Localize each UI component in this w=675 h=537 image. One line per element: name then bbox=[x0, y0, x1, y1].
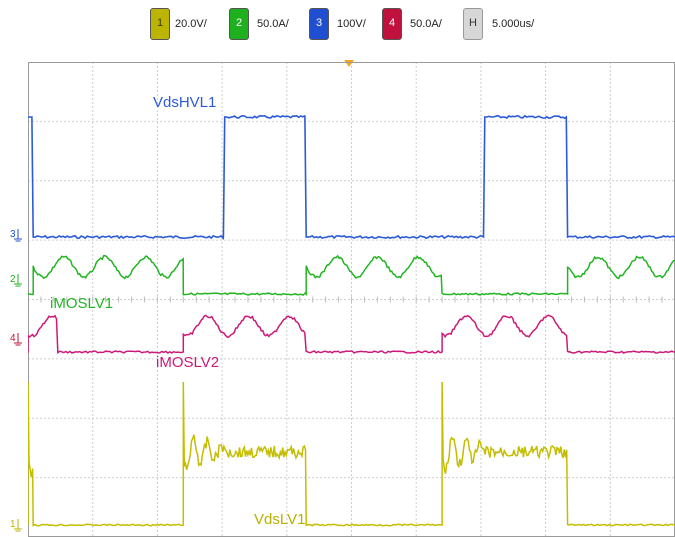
ground-icon bbox=[14, 519, 22, 532]
trace-vdslv1 bbox=[28, 381, 675, 527]
timebase-label: H bbox=[469, 17, 477, 29]
marker-number: 4 bbox=[10, 333, 16, 344]
channel-2-badge[interactable]: 2 bbox=[229, 8, 249, 40]
marker-number: 3 bbox=[10, 229, 16, 240]
channel-2-number: 2 bbox=[235, 17, 243, 29]
timebase-badge[interactable]: H bbox=[463, 8, 483, 40]
trace-label-imoslv2: iMOSLV2 bbox=[156, 354, 219, 371]
traces bbox=[28, 114, 675, 527]
oscilloscope-plot: VdsHVL1 iMOSLV1 iMOSLV2 VdsLV1 bbox=[28, 62, 675, 537]
trace-label-vdshvl1: VdsHVL1 bbox=[153, 94, 216, 111]
scope-header: 1 20.0V/ 2 50.0A/ 3 100V/ 4 50.0A/ H 5.0… bbox=[0, 0, 675, 67]
channel-3-badge[interactable]: 3 bbox=[309, 8, 329, 40]
channel-1-badge[interactable]: 1 bbox=[150, 8, 170, 40]
trace-imoslv1 bbox=[28, 254, 675, 296]
grid bbox=[28, 62, 675, 537]
channel-1-scale: 20.0V/ bbox=[175, 18, 207, 30]
channel-2-scale: 50.0A/ bbox=[257, 18, 289, 30]
ground-icon bbox=[14, 274, 22, 287]
channel-3-ground-marker: 3 bbox=[10, 229, 22, 242]
marker-number: 1 bbox=[10, 519, 16, 530]
channel-4-scale: 50.0A/ bbox=[410, 18, 442, 30]
trace-label-vdslv1: VdsLV1 bbox=[254, 511, 305, 528]
timebase-scale: 5.000us/ bbox=[492, 18, 535, 30]
trace-imoslv2 bbox=[28, 314, 675, 354]
channel-3-number: 3 bbox=[315, 17, 323, 29]
trace-vdshvl1 bbox=[28, 114, 675, 240]
ground-icon bbox=[14, 333, 22, 346]
channel-ground-markers: 3 2 4 1 bbox=[10, 229, 22, 532]
marker-number: 2 bbox=[10, 274, 16, 285]
trace-label-imoslv1: iMOSLV1 bbox=[50, 295, 113, 312]
channel-2-ground-marker: 2 bbox=[10, 274, 22, 287]
ground-icon bbox=[14, 229, 22, 242]
channel-4-badge[interactable]: 4 bbox=[382, 8, 402, 40]
trace-labels: VdsHVL1 iMOSLV1 iMOSLV2 VdsLV1 bbox=[50, 94, 305, 528]
trigger-position-marker[interactable] bbox=[344, 60, 354, 68]
channel-3-scale: 100V/ bbox=[337, 18, 366, 30]
channel-1-number: 1 bbox=[156, 17, 164, 29]
channel-4-number: 4 bbox=[388, 17, 396, 29]
channel-1-ground-marker: 1 bbox=[10, 519, 22, 532]
channel-4-ground-marker: 4 bbox=[10, 333, 22, 346]
